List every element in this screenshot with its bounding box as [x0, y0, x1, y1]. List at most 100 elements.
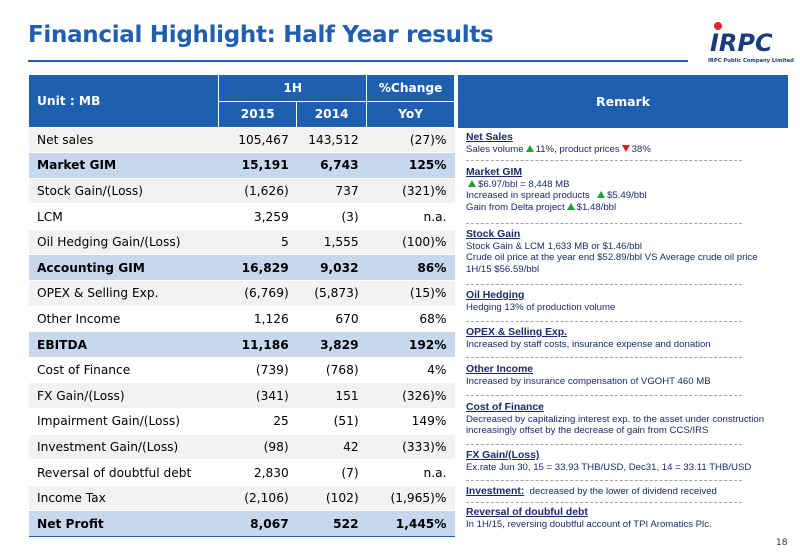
cell-2014: (768): [296, 357, 367, 384]
cell-change: (15)%: [366, 280, 455, 307]
row-label: OPEX & Selling Exp.: [29, 280, 219, 307]
remark-text: $5.49/bbl: [607, 190, 647, 202]
remark-title: Oil Hedging: [466, 290, 525, 301]
cell-2015: 5: [218, 229, 297, 256]
row-label: Investment Gain/(Loss): [29, 434, 219, 461]
cell-2014: 1,555: [296, 229, 367, 256]
remark-line: Ex.rate Jun 30, 15 = 33.93 THB/USD, Dec3…: [466, 462, 752, 473]
cell-2015: 15,191: [218, 152, 297, 179]
title-underline: [28, 60, 688, 62]
cell-change: (27)%: [366, 127, 455, 154]
remark-reversal: Reversal of doubful debt In 1H/15, rever…: [466, 507, 790, 530]
table-row: Net sales 105,467 143,512 (27)%: [29, 127, 455, 154]
up-arrow-icon: [597, 191, 606, 199]
cell-change: (333)%: [366, 434, 455, 461]
row-label: Stock Gain/(Loss): [29, 178, 219, 205]
table-row: EBITDA 11,186 3,829 192%: [29, 331, 455, 358]
remark-line: Gain from Delta project $1.48/bbl: [466, 202, 790, 213]
cell-2015: 11,186: [218, 331, 297, 358]
table-row: Stock Gain/(Loss) (1,626) 737 (321)%: [29, 178, 455, 205]
cell-2014: 42: [296, 434, 367, 461]
remark-line: Increased by staff costs, insurance expe…: [466, 339, 711, 350]
remark-oil-hedging: Oil Hedging Hedging 13% of production vo…: [466, 290, 790, 313]
table-row: Oil Hedging Gain/(Loss) 5 1,555 (100)%: [29, 229, 455, 256]
table-row: Reversal of doubtful debt 2,830 (7) n.a.: [29, 459, 455, 486]
cell-2015: (341): [218, 382, 297, 410]
divider: [466, 160, 742, 161]
remark-line: Crude oil price at the year end $52.89/b…: [466, 252, 758, 264]
cell-2014: (5,873): [296, 280, 367, 307]
divider: [466, 502, 742, 503]
up-arrow-icon: [525, 145, 534, 152]
table-row: Market GIM 15,191 6,743 125%: [29, 152, 455, 179]
cell-2015: 8,067: [218, 510, 297, 537]
row-label: Other Income: [29, 306, 219, 333]
remark-line: increasingly offset by the decrease of g…: [466, 425, 709, 437]
row-label: Net Profit: [29, 510, 219, 537]
up-arrow-icon: [566, 202, 575, 210]
remark-investment: Investment: decreased by the lower of di…: [466, 486, 790, 497]
table-row: Other Income 1,126 670 68%: [29, 306, 455, 333]
divider: [466, 395, 742, 396]
remark-opex: OPEX & Selling Exp. Increased by staff c…: [466, 327, 790, 350]
cell-change: 4%: [366, 357, 455, 384]
table-row: Income Tax (2,106) (102) (1,965)%: [29, 485, 455, 512]
remark-title: Cost of Finance: [466, 402, 544, 413]
remark-cost-finance: Cost of Finance Decreased by capitalizin…: [466, 402, 790, 437]
cell-2015: 105,467: [218, 127, 297, 154]
financial-table: Unit : MB 1H %Change 2015 2014 YoY Net s…: [29, 75, 455, 537]
cell-2015: (6,769): [218, 280, 297, 307]
logo-wordmark: IRPC: [710, 29, 773, 57]
row-label: Accounting GIM: [29, 254, 219, 282]
cell-2015: 1,126: [218, 306, 297, 333]
remark-title: FX Gain/(Loss): [466, 450, 540, 461]
remark-other-income: Other Income Increased by insurance comp…: [466, 364, 790, 387]
remark-text: 38%: [631, 144, 651, 155]
cell-2015: (98): [218, 434, 297, 461]
row-label: Cost of Finance: [29, 357, 219, 384]
cell-2015: 2,830: [218, 459, 297, 486]
remark-title: Market GIM: [466, 167, 523, 178]
remark-text: decreased by the lower of dividend recei…: [529, 486, 717, 497]
table-row: Investment Gain/(Loss) (98) 42 (333)%: [29, 434, 455, 461]
remark-net-sales: Net Sales Sales volume 11%, product price…: [466, 132, 790, 155]
cell-2015: (2,106): [218, 485, 297, 512]
cell-change: 192%: [366, 331, 455, 358]
irpc-logo-mark: IRPC: [710, 22, 773, 57]
remark-title: Net Sales: [466, 132, 513, 143]
remark-line: In 1H/15, reversing doubtful account of …: [466, 519, 712, 530]
remark-line: $6.97/bbl = 8,448 MB: [466, 179, 790, 190]
remark-title: Stock Gain: [466, 229, 521, 240]
cell-2014: (7): [296, 459, 367, 486]
divider: [466, 284, 742, 285]
cell-change: (321)%: [366, 178, 455, 205]
down-arrow-icon: [621, 145, 630, 152]
cell-2015: (1,626): [218, 178, 297, 205]
year-2015-header: 2015: [218, 101, 298, 128]
cell-change: 125%: [366, 152, 455, 179]
change-header: %Change: [366, 75, 455, 102]
cell-2014: 3,829: [296, 331, 367, 358]
table-row: FX Gain/(Loss) (341) 151 (326)%: [29, 382, 455, 410]
remark-title: Other Income: [466, 364, 533, 375]
cell-2014: 9,032: [296, 254, 367, 282]
cell-2014: 737: [296, 178, 367, 205]
divider: [466, 223, 742, 224]
remark-title: OPEX & Selling Exp.: [466, 327, 568, 338]
table-row: OPEX & Selling Exp. (6,769) (5,873) (15)…: [29, 280, 455, 307]
page-number: 18: [776, 538, 788, 548]
cell-change: 86%: [366, 254, 455, 282]
remark-title: Reversal of doubful debt: [466, 507, 588, 518]
remark-fx: FX Gain/(Loss) Ex.rate Jun 30, 15 = 33.9…: [466, 450, 790, 473]
cell-change: (326)%: [366, 382, 455, 410]
remark-header: Remark: [458, 75, 788, 128]
cell-change: 149%: [366, 408, 455, 435]
remark-text: Sales volume: [466, 144, 524, 155]
divider: [466, 480, 742, 481]
cell-2014: 143,512: [296, 127, 367, 154]
cell-2014: 151: [296, 382, 367, 410]
cell-2014: 6,743: [296, 152, 367, 179]
remark-line: 1H/15 $56.59/bbl: [466, 263, 540, 275]
cell-2015: 25: [218, 408, 297, 435]
cell-2014: (3): [296, 203, 367, 230]
